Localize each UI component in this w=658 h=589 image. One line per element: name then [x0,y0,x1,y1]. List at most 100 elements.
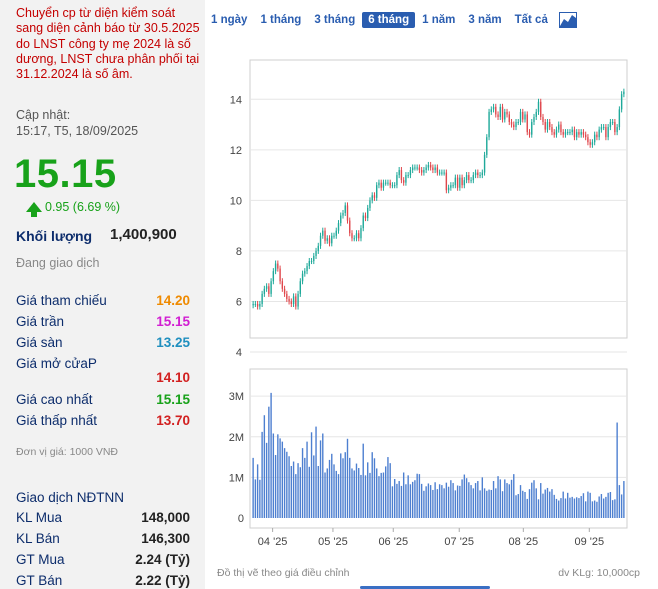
price-candle [324,230,326,241]
volume-bar [263,415,266,518]
volume-bar [380,472,382,518]
volume-bar [578,498,580,518]
price-candle [288,298,290,302]
price-candle [575,132,578,138]
volume-bar [382,472,385,518]
volume-bar [299,467,302,518]
price-candle [268,286,270,294]
volume-bar [524,492,526,518]
price-candle [256,303,259,307]
volume-bar [465,478,468,518]
price-candle [423,170,425,173]
volume-bar [540,483,542,518]
price-candle [501,106,504,120]
updated-label: Cập nhật: [16,108,71,122]
tab-all[interactable]: Tất cả [514,14,548,26]
price-candle [522,111,524,120]
volume-bar [479,490,481,518]
price-candle [544,122,546,130]
price-candle [315,250,317,256]
volume-bar [376,468,378,518]
price-candle [364,215,367,219]
area-chart-icon[interactable] [558,12,577,28]
volume-bar [555,498,558,518]
volume-bar [607,492,609,518]
volume-bar [414,480,416,518]
volume-bar [301,448,304,518]
tab-3-months[interactable]: 3 tháng [314,14,356,26]
volume-bar [454,490,457,518]
volume-bar [618,485,621,518]
price-candle [524,114,526,120]
volume-bar [373,458,376,518]
volume-bar [335,470,337,518]
volume-bar [423,490,425,518]
price-tick-label: 10 [230,195,242,207]
volume-bar [333,464,335,518]
volume-bar [256,464,259,518]
trading-status: Đang giao dịch [16,256,100,270]
tab-1-month[interactable]: 1 tháng [260,14,302,26]
x-tick-label: 05 '25 [318,536,348,548]
volume-bar [315,426,317,518]
price-candle [391,185,394,187]
volume-bar [526,498,528,518]
price-candle [344,205,346,213]
price-candle [504,111,506,120]
volume-bar [584,501,587,518]
price-candle [605,127,607,138]
volume-bar [425,486,427,518]
price-candle [607,127,609,138]
price-candle [360,228,362,239]
volume-bar [420,483,423,518]
price-candle [479,175,481,177]
volume-bar [591,501,594,518]
tab-1-day[interactable]: 1 ngày [211,14,248,26]
price-candle [414,167,416,169]
price-unit-note: Đơn vị giá: 1000 VNĐ [16,446,119,458]
tab-1-year[interactable]: 1 năm [422,14,456,26]
price-candle [337,223,340,231]
volume-bar [472,488,475,518]
price-candle [551,127,553,133]
price-candle [452,185,454,187]
volume-bar [324,472,326,518]
foreign-sell-volume-label: KL Bán [16,531,60,546]
price-candle [463,180,466,186]
volume-tick-label: 0 [238,513,244,525]
chart-scrollbar[interactable] [360,586,490,589]
floor-price-label: Giá sàn [16,335,63,350]
price-candle [326,238,328,241]
volume-bar [342,458,344,518]
volume-tick-label: 1M [229,472,244,484]
volume-bar [537,499,540,518]
volume-bar [499,479,501,518]
price-candle [297,293,299,307]
price-candle [409,170,412,176]
price-candle [535,111,537,117]
price-candle [517,122,519,124]
tab-3-years[interactable]: 3 năm [468,14,502,26]
price-candle [567,132,569,134]
volume-bar [504,479,506,518]
volume-bar [571,496,573,518]
price-candle [427,164,430,168]
price-candle [411,167,414,171]
volume-bar [519,485,522,518]
price-candle [304,271,306,274]
price-candle [420,170,423,173]
volume-bar [317,466,319,518]
volume-bar [367,462,369,518]
tab-6-months[interactable]: 6 tháng [362,12,416,28]
volume-bar [553,494,555,518]
volume-bar [558,500,560,518]
arrow-up-icon [26,202,42,217]
foreign-buy-value-label: GT Mua [16,552,65,567]
price-candle [454,177,457,186]
volume-tick-label: 3M [229,391,244,403]
x-tick-label: 04 '25 [258,536,288,548]
price-candle [596,134,598,138]
volume-bar [432,489,434,518]
price-candle [292,296,295,304]
volume-bar [306,441,308,518]
